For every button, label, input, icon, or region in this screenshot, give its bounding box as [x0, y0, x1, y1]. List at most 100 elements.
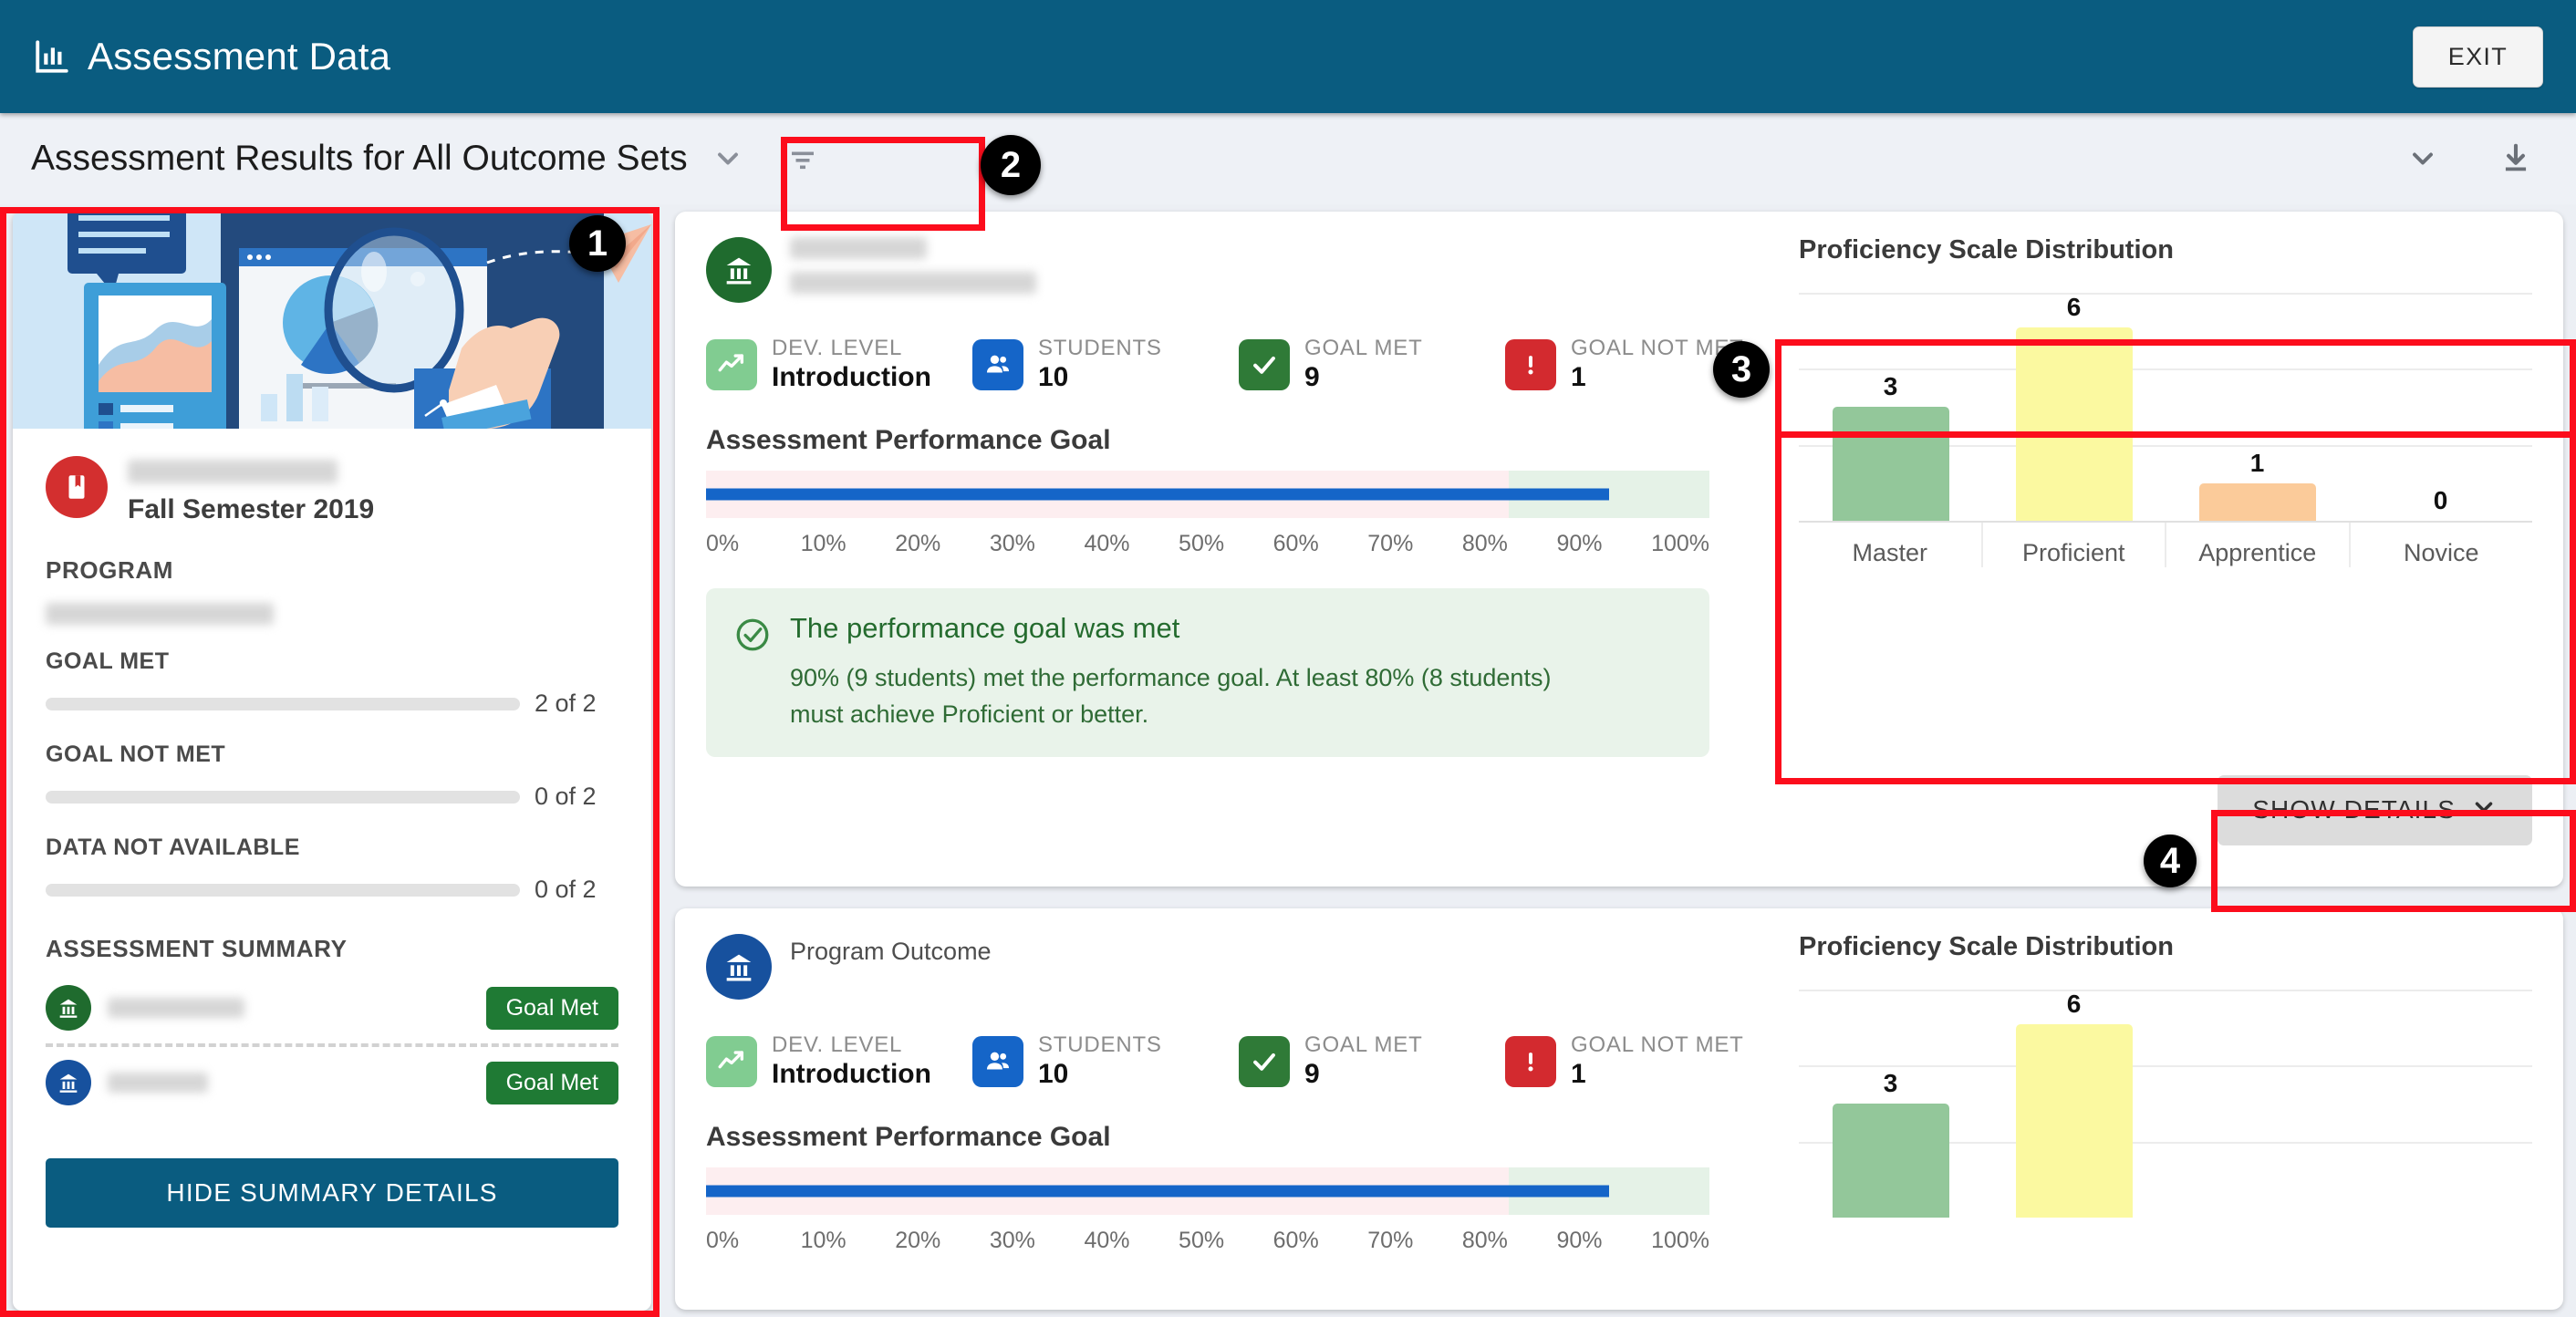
gridline	[1799, 444, 2532, 447]
gridline	[1799, 1141, 2532, 1144]
title-bar-right-actions	[2403, 139, 2536, 179]
gridline	[1799, 293, 2532, 295]
filter-icon[interactable]	[783, 139, 823, 179]
list-item[interactable]: Goal Met	[46, 1047, 618, 1118]
collapse-all-chevron-down-icon[interactable]	[2403, 139, 2443, 179]
people-icon	[972, 1035, 1023, 1087]
stat-goal-not-met: GOAL NOT MET 0 of 2	[46, 741, 618, 811]
outcome-name-redacted	[790, 237, 927, 259]
metric-value: Introduction	[772, 1058, 931, 1089]
metric-text: GOAL NOT MET 1	[1571, 1032, 1744, 1091]
page-title: Assessment Results for All Outcome Sets	[31, 139, 688, 178]
goal-progress-line	[706, 488, 1609, 501]
axis-tick: 40%	[1084, 530, 1130, 556]
title-bar-icon-group	[708, 139, 823, 179]
axis-tick: 50%	[1179, 1227, 1225, 1253]
bar-value-label: 3	[1883, 1069, 1898, 1097]
semester-row: Fall Semester 2019	[46, 456, 618, 525]
program-value-redacted	[46, 603, 274, 625]
data-analysis-illustration	[13, 212, 651, 429]
metric-value: 10	[1038, 1058, 1069, 1089]
goal-met-alert: The performance goal was met 90% (9 stud…	[706, 587, 1709, 757]
metrics-row: DEV. LEVEL Introduction	[706, 336, 1782, 394]
trending-up-icon	[706, 1035, 757, 1087]
metric-text: GOAL MET 9	[1304, 336, 1423, 394]
bar-value-label: 0	[2433, 486, 2448, 514]
metric-students: STUDENTS 10	[972, 336, 1239, 394]
bar-item[interactable]: 1	[2166, 293, 2349, 521]
hide-summary-details-button[interactable]: HIDE SUMMARY DETAILS	[46, 1158, 618, 1228]
goal-section-title: Assessment Performance Goal	[706, 1121, 1111, 1152]
metric-goal-met: GOAL MET 9	[1239, 336, 1505, 394]
x-tick-label: Apprentice	[2165, 521, 2349, 567]
metric-text: STUDENTS 10	[1038, 1032, 1162, 1091]
bar-value-label: 1	[2249, 448, 2265, 477]
outcome-card: DEV. LEVEL Introduction	[675, 212, 2563, 887]
download-icon[interactable]	[2496, 139, 2536, 179]
semester-term: Fall Semester 2019	[128, 494, 375, 524]
metric-text: DEV. LEVEL Introduction	[772, 336, 931, 394]
metric-text: STUDENTS 10	[1038, 336, 1162, 394]
list-item[interactable]: Goal Met	[46, 972, 618, 1043]
bar-master	[1832, 407, 1949, 521]
axis-tick: 90%	[1556, 530, 1603, 556]
metric-students: STUDENTS 10	[972, 1032, 1239, 1091]
x-tick-label: Proficient	[1980, 521, 2166, 567]
performance-goal-bar	[706, 1167, 1709, 1215]
metric-caption: DEV. LEVEL	[772, 1032, 903, 1057]
stat-count: 2 of 2	[535, 690, 597, 717]
progress-track	[46, 697, 520, 710]
alert-text: The performance goal was met 90% (9 stud…	[790, 612, 1611, 733]
gridline	[1799, 368, 2532, 371]
axis-tick: 20%	[895, 530, 941, 556]
outcome-name-redacted	[108, 1073, 208, 1093]
axis-tick: 60%	[1272, 530, 1319, 556]
bar-item[interactable]: 3	[1799, 990, 1982, 1218]
alert-body: 90% (9 students) met the performance goa…	[790, 663, 1552, 729]
metric-text: GOAL NOT MET 1	[1571, 336, 1744, 394]
chevron-down-icon[interactable]	[708, 139, 748, 179]
goal-progress-line	[706, 1185, 1609, 1198]
institution-icon	[706, 237, 772, 303]
bar-item[interactable]: 3	[1799, 293, 1982, 521]
metric-caption: DEV. LEVEL	[772, 336, 903, 360]
bar-item[interactable]: 0	[2349, 293, 2532, 521]
stat-label: GOAL NOT MET	[46, 741, 226, 767]
outcome-card: Program Outcome DE	[675, 908, 2563, 1310]
card-left-column: Program Outcome DE	[706, 932, 1782, 1254]
metric-value: 10	[1038, 361, 1069, 392]
check-icon	[1239, 338, 1290, 390]
stat-label: GOAL MET	[46, 648, 170, 674]
chart-plot-area: 3 6 1 0	[1799, 990, 2532, 1218]
bar-item[interactable]: 0	[2349, 990, 2532, 1218]
check-circle-icon	[733, 616, 772, 654]
metric-value: Introduction	[772, 361, 931, 392]
proficiency-scale-distribution-chart: Proficiency Scale Distribution 3 6	[1782, 932, 2532, 1254]
metric-text: DEV. LEVEL Introduction	[772, 1032, 931, 1091]
exclamation-icon	[1505, 1035, 1556, 1087]
bar-item[interactable]: 6	[1982, 990, 2166, 1218]
metrics-row: DEV. LEVEL Introduction	[706, 1032, 1782, 1091]
axis-tick: 70%	[1367, 530, 1414, 556]
stat-row: 0 of 2	[46, 783, 618, 811]
metric-caption: GOAL NOT MET	[1571, 336, 1744, 360]
chart-x-axis: Master Proficient Apprentice Novice	[1799, 521, 2532, 567]
metric-caption: GOAL MET	[1304, 1032, 1423, 1057]
annotation-badge-3: 3	[1713, 341, 1770, 398]
institution-icon	[46, 985, 91, 1031]
bar-proficient	[2015, 327, 2133, 521]
program-label: PROGRAM	[46, 556, 173, 584]
metric-value: 1	[1571, 361, 1586, 392]
bar-item[interactable]: 6	[1982, 293, 2166, 521]
metric-dev-level: DEV. LEVEL Introduction	[706, 1032, 972, 1091]
status-badge: Goal Met	[485, 986, 618, 1030]
exit-button[interactable]: EXIT	[2412, 26, 2543, 88]
axis-tick: 30%	[989, 1227, 1035, 1253]
stat-count: 0 of 2	[535, 783, 597, 810]
axis-tick: 80%	[1461, 1227, 1508, 1253]
show-details-button[interactable]: SHOW DETAILS	[2218, 774, 2532, 845]
outcome-cards-list: DEV. LEVEL Introduction	[675, 212, 2563, 1317]
bar-apprentice	[2198, 482, 2316, 521]
bar-item[interactable]: 1	[2166, 990, 2349, 1218]
results-title-bar: Assessment Results for All Outcome Sets	[0, 113, 2576, 204]
